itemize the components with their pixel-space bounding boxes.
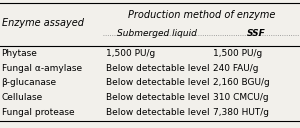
Text: Production method of enzyme: Production method of enzyme xyxy=(128,10,275,20)
Text: Submerged liquid: Submerged liquid xyxy=(117,29,197,38)
Text: Below detectable level: Below detectable level xyxy=(106,78,210,87)
Text: 240 FAU/g: 240 FAU/g xyxy=(213,64,259,73)
Text: 1,500 PU/g: 1,500 PU/g xyxy=(213,49,262,58)
Text: 310 CMCU/g: 310 CMCU/g xyxy=(213,93,268,102)
Text: Cellulase: Cellulase xyxy=(2,93,43,102)
Text: Phytase: Phytase xyxy=(2,49,38,58)
Text: 2,160 BGU/g: 2,160 BGU/g xyxy=(213,78,270,87)
Text: β-glucanase: β-glucanase xyxy=(2,78,57,87)
Text: Below detectable level: Below detectable level xyxy=(106,93,210,102)
Text: Below detectable level: Below detectable level xyxy=(106,108,210,117)
Text: Fungal α-amylase: Fungal α-amylase xyxy=(2,64,82,73)
Text: Fungal protease: Fungal protease xyxy=(2,108,74,117)
Text: Enzyme assayed: Enzyme assayed xyxy=(2,18,83,28)
Text: Below detectable level: Below detectable level xyxy=(106,64,210,73)
Text: 7,380 HUT/g: 7,380 HUT/g xyxy=(213,108,269,117)
Text: SSF: SSF xyxy=(246,29,265,38)
Text: 1,500 PU/g: 1,500 PU/g xyxy=(106,49,156,58)
